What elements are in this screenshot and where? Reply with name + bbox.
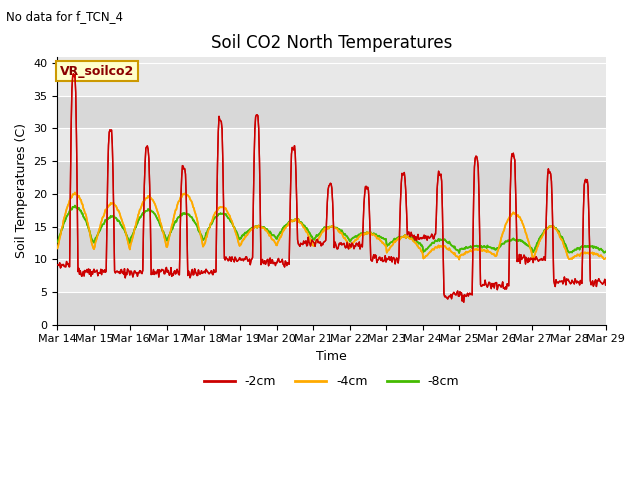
Line: -2cm: -2cm <box>58 74 605 302</box>
-8cm <box>399 234 406 240</box>
-8cm <box>71 203 79 208</box>
-4cm <box>176 195 184 201</box>
-8cm <box>415 241 422 247</box>
Bar <box>58 227 605 259</box>
-2cm <box>70 71 77 77</box>
-2cm <box>205 271 213 276</box>
-8cm <box>121 227 129 233</box>
-4cm <box>71 190 79 195</box>
Text: VR_soilco2: VR_soilco2 <box>60 65 134 78</box>
-8cm <box>176 213 184 218</box>
Bar <box>58 161 605 194</box>
-2cm <box>176 233 184 239</box>
Bar <box>58 129 605 161</box>
-4cm <box>63 204 71 210</box>
-2cm <box>63 261 71 267</box>
Bar <box>58 63 605 96</box>
Bar <box>58 292 605 324</box>
Legend: -2cm, -4cm, -8cm: -2cm, -4cm, -8cm <box>198 371 465 394</box>
-2cm <box>415 236 422 242</box>
Y-axis label: Soil Temperatures (C): Soil Temperatures (C) <box>15 123 28 258</box>
-8cm <box>54 239 61 245</box>
-8cm <box>63 213 71 218</box>
-4cm <box>205 226 213 231</box>
-4cm <box>602 255 609 261</box>
-4cm <box>121 225 129 230</box>
-2cm <box>602 282 609 288</box>
-8cm <box>455 250 463 256</box>
Line: -8cm: -8cm <box>58 205 605 253</box>
X-axis label: Time: Time <box>316 350 347 363</box>
-8cm <box>205 225 213 230</box>
-8cm <box>602 249 609 254</box>
Bar <box>58 96 605 129</box>
-2cm <box>399 172 406 178</box>
Text: No data for f_TCN_4: No data for f_TCN_4 <box>6 10 124 23</box>
Title: Soil CO2 North Temperatures: Soil CO2 North Temperatures <box>211 34 452 52</box>
-2cm <box>121 266 129 272</box>
-4cm <box>399 234 406 240</box>
-4cm <box>415 245 422 251</box>
Line: -4cm: -4cm <box>58 192 605 260</box>
-4cm <box>455 257 463 263</box>
-2cm <box>54 262 61 268</box>
-2cm <box>460 300 468 305</box>
Bar <box>58 259 605 292</box>
-4cm <box>54 245 61 251</box>
Bar <box>58 194 605 227</box>
